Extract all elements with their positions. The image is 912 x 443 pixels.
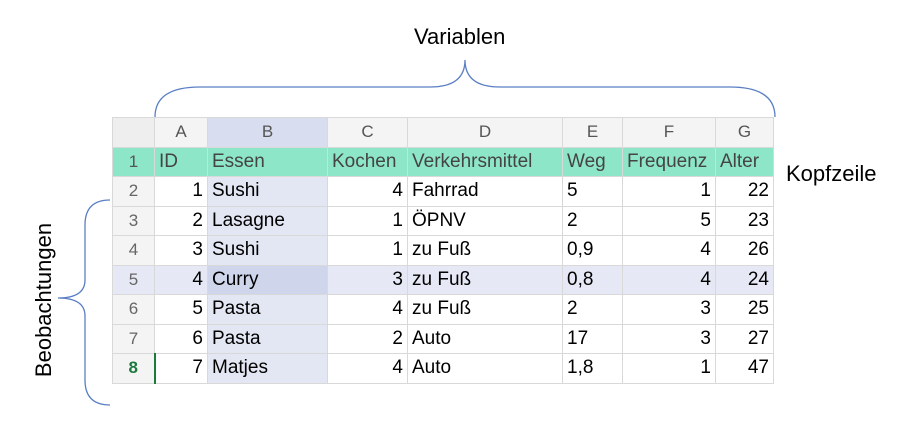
row-number[interactable]: 2 bbox=[112, 176, 155, 207]
table-cell[interactable]: 5 bbox=[622, 205, 716, 236]
table-cell[interactable]: Matjes bbox=[207, 353, 328, 384]
column-header-e[interactable]: E bbox=[562, 117, 623, 148]
table-cell[interactable]: 23 bbox=[715, 205, 774, 236]
select-all-corner[interactable] bbox=[112, 117, 155, 148]
header-row: 1 ID Essen Kochen Verkehrsmittel Weg Fre… bbox=[112, 146, 774, 177]
table-cell[interactable]: 3 bbox=[327, 264, 408, 295]
column-header-d[interactable]: D bbox=[407, 117, 563, 148]
table-cell[interactable]: 3 bbox=[154, 235, 208, 266]
row-number[interactable]: 5 bbox=[112, 264, 155, 295]
table-cell[interactable]: 22 bbox=[715, 176, 774, 207]
table-cell[interactable]: 4 bbox=[622, 264, 716, 295]
table-cell[interactable]: 4 bbox=[154, 264, 208, 295]
table-cell[interactable]: zu Fuß bbox=[407, 264, 563, 295]
table-cell[interactable]: 27 bbox=[715, 323, 774, 354]
row-number[interactable]: 8 bbox=[112, 353, 156, 384]
table-cell[interactable]: Sushi bbox=[207, 176, 328, 207]
row-number[interactable]: 3 bbox=[112, 205, 155, 236]
table-cell[interactable]: 4 bbox=[327, 176, 408, 207]
table-cell[interactable]: 26 bbox=[715, 235, 774, 266]
column-header-f[interactable]: F bbox=[622, 117, 716, 148]
table-cell[interactable]: 1 bbox=[154, 176, 208, 207]
header-cell[interactable]: Verkehrsmittel bbox=[407, 146, 563, 177]
header-cell[interactable]: Kochen bbox=[327, 146, 408, 177]
table-cell[interactable]: 0,9 bbox=[562, 235, 623, 266]
table-cell[interactable]: 5 bbox=[154, 294, 208, 325]
table-cell[interactable]: 1,8 bbox=[562, 353, 623, 384]
table-cell[interactable]: 4 bbox=[622, 235, 716, 266]
row-number[interactable]: 1 bbox=[112, 146, 155, 177]
table-cell[interactable]: 0,8 bbox=[562, 264, 623, 295]
table-cell[interactable]: 5 bbox=[562, 176, 623, 207]
table-row: 5 4 Curry 3 zu Fuß 0,8 4 24 bbox=[112, 264, 774, 295]
table-cell[interactable]: Pasta bbox=[207, 323, 328, 354]
column-header-a[interactable]: A bbox=[154, 117, 208, 148]
row-number[interactable]: 7 bbox=[112, 323, 155, 354]
table-cell[interactable]: 7 bbox=[154, 353, 208, 384]
row-number[interactable]: 4 bbox=[112, 235, 155, 266]
table-row: 6 5 Pasta 4 zu Fuß 2 3 25 bbox=[112, 294, 774, 325]
table-cell[interactable]: 1 bbox=[327, 205, 408, 236]
table-cell[interactable]: Auto bbox=[407, 353, 563, 384]
table-cell[interactable]: 24 bbox=[715, 264, 774, 295]
variables-label: Variablen bbox=[414, 24, 506, 49]
table-cell[interactable]: 25 bbox=[715, 294, 774, 325]
variables-brace bbox=[154, 59, 776, 118]
table-cell[interactable]: 2 bbox=[154, 205, 208, 236]
table-cell[interactable]: Pasta bbox=[207, 294, 328, 325]
table-cell[interactable]: zu Fuß bbox=[407, 235, 563, 266]
column-header-row: A B C D E F G bbox=[112, 117, 774, 148]
table-cell[interactable]: 6 bbox=[154, 323, 208, 354]
table-cell[interactable]: 47 bbox=[715, 353, 774, 384]
header-cell[interactable]: Alter bbox=[715, 146, 774, 177]
table-cell[interactable]: Auto bbox=[407, 323, 563, 354]
table-row: 4 3 Sushi 1 zu Fuß 0,9 4 26 bbox=[112, 235, 774, 266]
table-cell[interactable]: 1 bbox=[622, 353, 716, 384]
table-cell[interactable]: 1 bbox=[327, 235, 408, 266]
table-cell[interactable]: Lasagne bbox=[207, 205, 328, 236]
column-header-c[interactable]: C bbox=[327, 117, 408, 148]
table-cell[interactable]: 2 bbox=[562, 205, 623, 236]
table-row: 8 7 Matjes 4 Auto 1,8 1 47 bbox=[112, 353, 774, 384]
table-cell[interactable]: Sushi bbox=[207, 235, 328, 266]
table-row: 2 1 Sushi 4 Fahrrad 5 1 22 bbox=[112, 176, 774, 207]
table-cell[interactable]: 2 bbox=[562, 294, 623, 325]
table-cell[interactable]: 3 bbox=[622, 323, 716, 354]
table-cell[interactable]: 3 bbox=[622, 294, 716, 325]
header-cell[interactable]: Essen bbox=[207, 146, 328, 177]
header-cell[interactable]: Frequenz bbox=[622, 146, 716, 177]
table-cell[interactable]: Fahrrad bbox=[407, 176, 563, 207]
table-cell[interactable]: 1 bbox=[622, 176, 716, 207]
header-cell[interactable]: Weg bbox=[562, 146, 623, 177]
table-row: 7 6 Pasta 2 Auto 17 3 27 bbox=[112, 323, 774, 354]
row-number[interactable]: 6 bbox=[112, 294, 155, 325]
header-row-label: Kopfzeile bbox=[786, 161, 877, 186]
observations-brace bbox=[57, 199, 111, 406]
table-cell[interactable]: ÖPNV bbox=[407, 205, 563, 236]
column-header-b[interactable]: B bbox=[207, 117, 328, 148]
table-row: 3 2 Lasagne 1 ÖPNV 2 5 23 bbox=[112, 205, 774, 236]
table-cell[interactable]: 4 bbox=[327, 353, 408, 384]
column-header-g[interactable]: G bbox=[715, 117, 774, 148]
table-cell[interactable]: zu Fuß bbox=[407, 294, 563, 325]
table-cell[interactable]: 17 bbox=[562, 323, 623, 354]
header-cell[interactable]: ID bbox=[154, 146, 208, 177]
table-cell[interactable]: Curry bbox=[207, 264, 328, 295]
spreadsheet-table: A B C D E F G 1 ID Essen Kochen Verkehrs… bbox=[112, 117, 774, 384]
table-cell[interactable]: 4 bbox=[327, 294, 408, 325]
table-cell[interactable]: 2 bbox=[327, 323, 408, 354]
